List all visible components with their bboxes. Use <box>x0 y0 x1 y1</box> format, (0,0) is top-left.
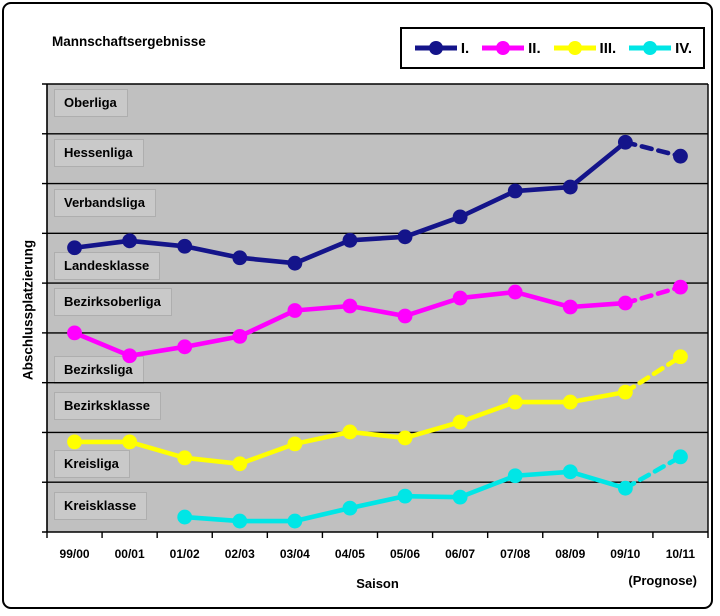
x-tick-label: 02/03 <box>224 547 255 561</box>
legend: I. II. III. IV. <box>400 27 705 69</box>
legend-item-team3: III. <box>552 39 617 57</box>
x-tick-label: 07/08 <box>500 547 531 561</box>
legend-label: IV. <box>675 39 693 57</box>
chart-title: Mannschaftsergebnisse <box>52 34 206 49</box>
legend-label: II. <box>528 39 541 57</box>
x-tick-label: 04/05 <box>334 547 365 561</box>
band-label-bezirksklasse: Bezirksklasse <box>54 392 162 420</box>
plot-area: Oberliga Hessenliga Verbandsliga Landesk… <box>47 84 708 532</box>
legend-item-team4: IV. <box>627 39 692 57</box>
x-tick-label: 09/10 <box>610 547 641 561</box>
line-marker-icon <box>482 41 525 55</box>
x-tick-label: 00/01 <box>114 547 145 561</box>
x-axis-title: Saison <box>356 576 399 591</box>
x-tick-label: 01/02 <box>169 547 200 561</box>
band-label-oberliga: Oberliga <box>54 89 128 117</box>
legend-item-team2: II. <box>480 39 541 57</box>
chart-frame: Mannschaftsergebnisse I. II. III. IV. Ob… <box>2 2 713 609</box>
band-label-landesklasse: Landesklasse <box>54 252 161 280</box>
legend-label: I. <box>460 39 470 57</box>
line-marker-icon <box>553 41 596 55</box>
legend-label: III. <box>599 39 617 57</box>
legend-item-team1: I. <box>413 39 469 57</box>
x-tick-label: 03/04 <box>279 547 310 561</box>
band-label-verbandsliga: Verbandsliga <box>54 189 156 217</box>
line-marker-icon <box>629 41 672 55</box>
band-label-kreisklasse: Kreisklasse <box>54 492 148 520</box>
band-label-bezirksliga: Bezirksliga <box>54 356 144 384</box>
y-axis-title: Abschlussplatzierung <box>20 239 36 381</box>
band-label-kreisliga: Kreisliga <box>54 450 130 478</box>
x-tick-label: 99/00 <box>59 547 90 561</box>
x-axis-tick-labels: 99/00 00/01 01/02 02/03 03/04 04/05 05/0… <box>47 547 708 561</box>
x-tick-label: 08/09 <box>555 547 586 561</box>
x-axis-forecast-note: (Prognose) <box>628 573 697 588</box>
band-label-hessenliga: Hessenliga <box>54 139 144 167</box>
band-label-bezirksoberliga: Bezirksoberliga <box>54 288 172 316</box>
line-marker-icon <box>414 41 457 55</box>
x-tick-label: 06/07 <box>445 547 476 561</box>
x-tick-label: 10/11 <box>665 547 696 561</box>
x-tick-label: 05/06 <box>389 547 421 561</box>
